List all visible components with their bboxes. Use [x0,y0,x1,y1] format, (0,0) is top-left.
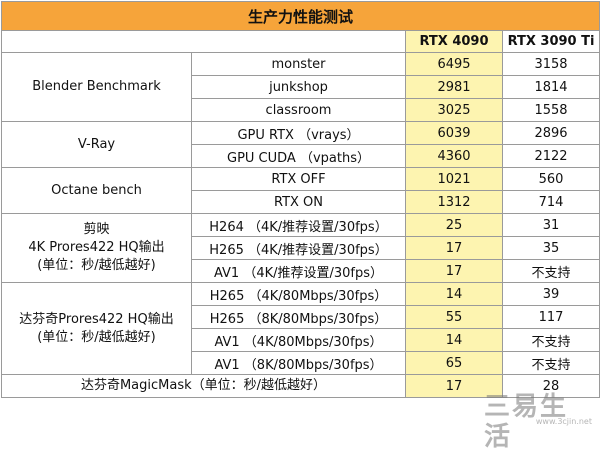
table-row: Octane bench RTX OFF 1021 560 [1,167,600,214]
table-row: GPU CUDA （vpaths） 4360 2122 [2,144,600,168]
table-row: classroom 3025 1558 [2,98,600,122]
score-rtx3090ti: 3158 [501,52,600,76]
test-name: GPU CUDA （vpaths） [191,144,406,168]
score-rtx4090: 6039 [405,121,503,145]
score-rtx4090: 25 [405,213,503,237]
table-row: 达芬奇Prores422 HQ输出 (单位：秒/越低越好) H265 （4K/8… [1,282,600,375]
category-jianying-line3: (单位：秒/越低越好) [37,258,156,273]
test-name: monster [191,52,406,76]
table-row: Blender Benchmark monster 6495 3158 [1,52,600,122]
test-name: H265 （8K/80Mbps/30fps） [191,305,406,329]
test-name: H265 （4K/推荐设置/30fps） [191,236,406,260]
category-magicmask: 达芬奇MagicMask（单位：秒/越低越好） [1,374,406,398]
category-jianying-line2: 4K Prores422 HQ输出 [28,240,165,255]
table-row: RTX ON 1312 714 [2,190,600,214]
score-rtx3090ti: 1558 [501,98,600,122]
table-row: junkshop 2981 1814 [2,75,600,99]
score-rtx3090ti: 2896 [501,121,600,145]
score-rtx4090: 14 [405,282,503,306]
test-name: H265 （4K/80Mbps/30fps） [191,282,406,306]
benchmark-table: 生产力性能测试 RTX 4090 RTX 3090 Ti Blender Ben… [0,1,600,398]
score-rtx3090ti: 39 [501,282,600,306]
test-name: classroom [191,98,406,122]
score-rtx4090: 17 [405,236,503,260]
test-name: AV1 （8K/80Mbps/30fps） [191,351,406,375]
score-rtx4090: 1021 [405,167,503,191]
category-davinci-line2: (单位：秒/越低越好) [37,329,156,345]
category-jianying: 剪映 4K Prores422 HQ输出 (单位：秒/越低越好) [1,213,192,283]
table-row: 剪映 4K Prores422 HQ输出 (单位：秒/越低越好) H264 （4… [1,213,600,283]
test-name: AV1 （4K/推荐设置/30fps） [191,259,406,283]
watermark-logo: 三易生活 www.3cjin.net [484,392,594,452]
score-rtx3090ti: 714 [501,190,600,214]
score-rtx3090ti: 28 [501,374,600,398]
score-rtx3090ti: 不支持 [501,328,600,352]
table-row: AV1 （8K/80Mbps/30fps） 65 不支持 [2,351,600,375]
score-rtx3090ti: 117 [501,305,600,329]
header-row: RTX 4090 RTX 3090 Ti [1,30,600,53]
score-rtx3090ti: 2122 [501,144,600,168]
category-blender: Blender Benchmark [1,52,192,122]
score-rtx4090: 55 [405,305,503,329]
score-rtx4090: 1312 [405,190,503,214]
score-rtx4090: 14 [405,328,503,352]
score-rtx3090ti: 不支持 [501,351,600,375]
score-rtx4090: 17 [405,374,503,398]
table-title: 生产力性能测试 [0,1,600,31]
score-rtx3090ti: 31 [501,213,600,237]
category-vray: V-Ray [1,121,192,168]
category-davinci-line1: 达芬奇Prores422 HQ输出 [19,311,174,327]
test-name: AV1 （4K/80Mbps/30fps） [191,328,406,352]
score-rtx3090ti: 1814 [501,75,600,99]
test-name: junkshop [191,75,406,99]
table-row: AV1 （4K/推荐设置/30fps） 17 不支持 [2,259,600,283]
score-rtx4090: 2981 [405,75,503,99]
category-octane: Octane bench [1,167,192,214]
header-rtx3090ti: RTX 3090 Ti [501,30,600,53]
category-davinci: 达芬奇Prores422 HQ输出 (单位：秒/越低越好) [1,282,192,375]
watermark-url: www.3cjin.net [535,417,592,426]
header-blank [1,30,406,53]
test-name: H264 （4K/推荐设置/30fps） [191,213,406,237]
score-rtx3090ti: 560 [501,167,600,191]
score-rtx4090: 65 [405,351,503,375]
score-rtx3090ti: 不支持 [501,259,600,283]
score-rtx4090: 6495 [405,52,503,76]
test-name: RTX ON [191,190,406,214]
test-name: GPU RTX （vrays） [191,121,406,145]
category-jianying-line1: 剪映 [83,222,110,237]
table-row: V-Ray GPU RTX （vrays） 6039 2896 [1,121,600,168]
score-rtx3090ti: 35 [501,236,600,260]
header-rtx4090: RTX 4090 [405,30,503,53]
table-row: 达芬奇MagicMask（单位：秒/越低越好） 17 28 [1,374,600,398]
title-row: 生产力性能测试 [0,1,600,31]
table-row: H265 （4K/推荐设置/30fps） 17 35 [2,236,600,260]
test-name: RTX OFF [191,167,406,191]
score-rtx4090: 3025 [405,98,503,122]
score-rtx4090: 4360 [405,144,503,168]
score-rtx4090: 17 [405,259,503,283]
